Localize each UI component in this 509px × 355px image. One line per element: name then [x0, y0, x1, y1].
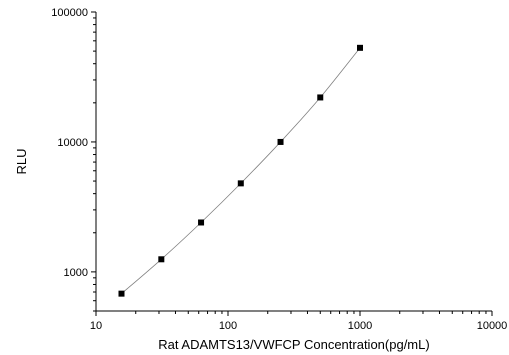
- data-point: [277, 138, 284, 145]
- x-tick-label: 1000: [348, 320, 372, 332]
- data-point: [317, 94, 324, 101]
- data-point: [357, 44, 363, 51]
- y-tick-label: 100000: [51, 7, 88, 19]
- data-point: [198, 219, 205, 226]
- data-point: [237, 180, 244, 187]
- y-axis-title: RLU: [14, 148, 29, 174]
- fit-curve: [121, 47, 361, 294]
- x-axis-title: Rat ADAMTS13/VWFCP Concentration(pg/mL): [158, 337, 429, 352]
- data-points: [118, 44, 363, 297]
- y-tick-label: 10000: [57, 137, 88, 149]
- axes: [95, 12, 492, 312]
- y-tick-label: 1000: [64, 267, 88, 279]
- data-point: [158, 256, 165, 263]
- ticks: [91, 11, 493, 316]
- x-tick-label: 10: [90, 320, 102, 332]
- data-point: [118, 290, 125, 297]
- x-tick-label: 100: [219, 320, 237, 332]
- x-tick-label: 10000: [477, 320, 508, 332]
- tick-labels: 10 100 1000 10000 1000 10000 100000: [51, 7, 507, 332]
